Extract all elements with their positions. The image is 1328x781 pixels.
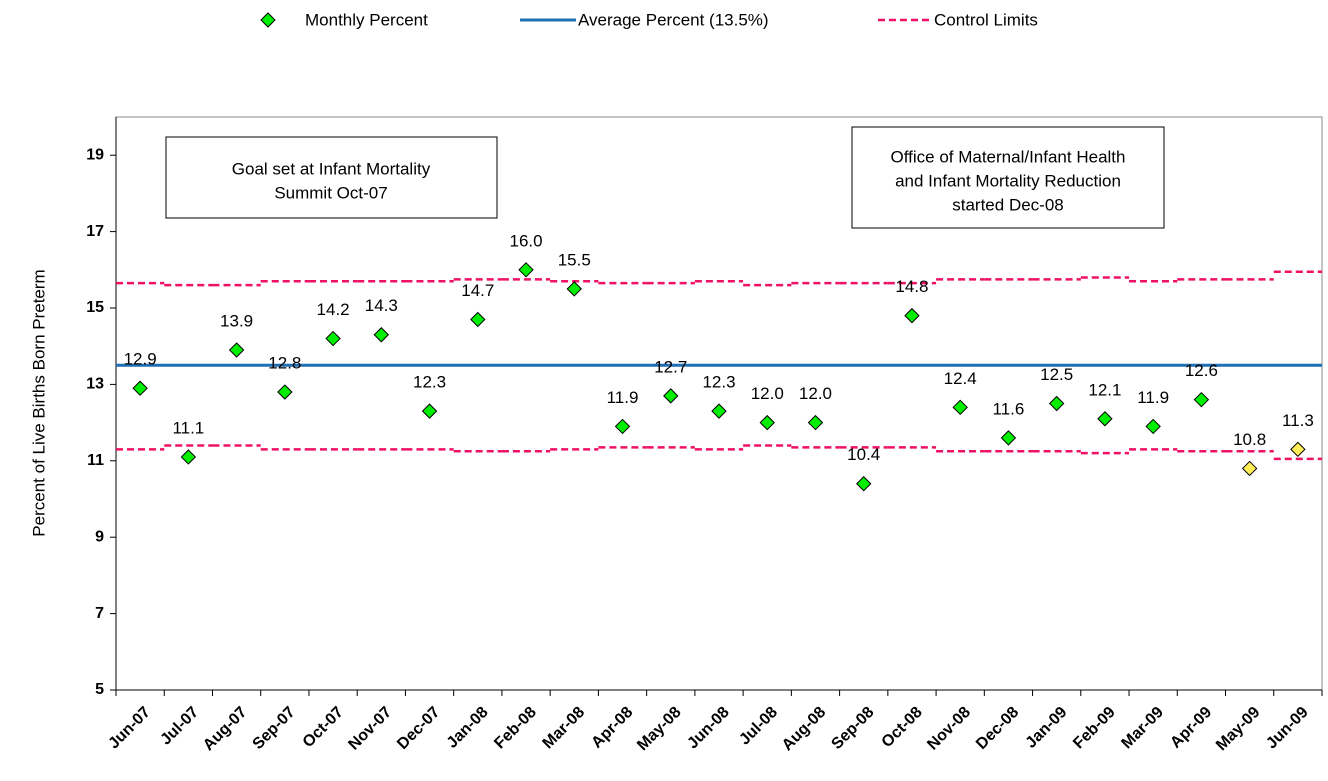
legend-label: Monthly Percent <box>305 10 428 29</box>
data-label: 12.0 <box>751 384 784 403</box>
data-point <box>470 311 486 328</box>
annotation-text: and Infant Mortality Reduction <box>895 171 1121 190</box>
legend-label: Average Percent (13.5%) <box>578 10 769 29</box>
data-label: 12.6 <box>1185 361 1218 380</box>
data-label: 12.7 <box>654 357 687 376</box>
data-point <box>1290 441 1306 458</box>
data-label: 11.3 <box>1282 411 1314 430</box>
data-point <box>373 327 390 343</box>
data-label: 11.9 <box>607 388 639 407</box>
data-label: 12.3 <box>413 373 446 392</box>
annotation-text: Summit Oct-07 <box>274 183 387 202</box>
data-point <box>759 414 775 431</box>
data-label: 10.8 <box>1233 430 1266 449</box>
y-tick-label: 13 <box>86 376 104 393</box>
data-point <box>325 330 341 347</box>
data-label: 11.6 <box>993 399 1025 418</box>
data-label: 12.4 <box>944 369 977 388</box>
data-point <box>1241 460 1258 477</box>
data-point <box>421 403 438 419</box>
data-point <box>856 476 872 492</box>
data-point <box>614 418 631 435</box>
data-point <box>1193 391 1210 408</box>
data-point <box>952 399 968 416</box>
data-point <box>518 262 534 278</box>
annotation-text: Office of Maternal/Infant Health <box>891 147 1126 166</box>
data-label: 14.7 <box>461 281 494 300</box>
data-label: 13.9 <box>220 312 253 331</box>
data-label: 14.8 <box>895 277 928 296</box>
data-point <box>663 388 679 404</box>
data-label: 11.9 <box>1137 388 1169 407</box>
annotation-box <box>851 126 1165 229</box>
data-point <box>228 342 245 358</box>
legend-label: Control Limits <box>934 10 1038 29</box>
data-label: 14.3 <box>365 296 398 315</box>
y-axis-label: Percent of Live Births Born Preterm <box>29 269 48 536</box>
data-label: 12.9 <box>124 350 157 369</box>
data-label: 12.5 <box>1040 365 1073 384</box>
y-tick-label: 17 <box>86 223 104 240</box>
data-point <box>1048 395 1065 412</box>
data-point <box>1145 418 1161 435</box>
data-label: 10.4 <box>847 445 880 464</box>
data-label: 11.1 <box>172 418 204 437</box>
data-label: 12.1 <box>1088 380 1121 399</box>
data-point <box>180 449 197 465</box>
data-point <box>1000 430 1017 446</box>
y-tick-label: 7 <box>95 605 104 622</box>
y-tick-label: 11 <box>87 452 104 469</box>
data-label: 15.5 <box>558 250 591 269</box>
data-label: 14.2 <box>317 300 350 319</box>
y-tick-label: 9 <box>95 528 104 545</box>
annotation-text: started Dec-08 <box>952 195 1064 214</box>
data-point <box>277 384 293 400</box>
data-point <box>711 403 727 419</box>
data-point <box>1097 411 1113 427</box>
data-point <box>132 380 148 396</box>
legend-marker <box>260 12 276 28</box>
annotation-box <box>165 136 498 219</box>
data-label: 12.0 <box>799 384 832 403</box>
data-label: 12.3 <box>702 373 735 392</box>
data-point <box>904 307 920 324</box>
data-label: 12.8 <box>268 354 301 373</box>
data-label: 16.0 <box>509 231 542 250</box>
data-point <box>807 414 824 431</box>
annotation-text: Goal set at Infant Mortality <box>232 159 431 178</box>
data-point <box>566 281 582 297</box>
y-tick-label: 15 <box>86 299 104 316</box>
y-tick-label: 19 <box>86 146 104 163</box>
y-tick-label: 5 <box>95 681 104 698</box>
